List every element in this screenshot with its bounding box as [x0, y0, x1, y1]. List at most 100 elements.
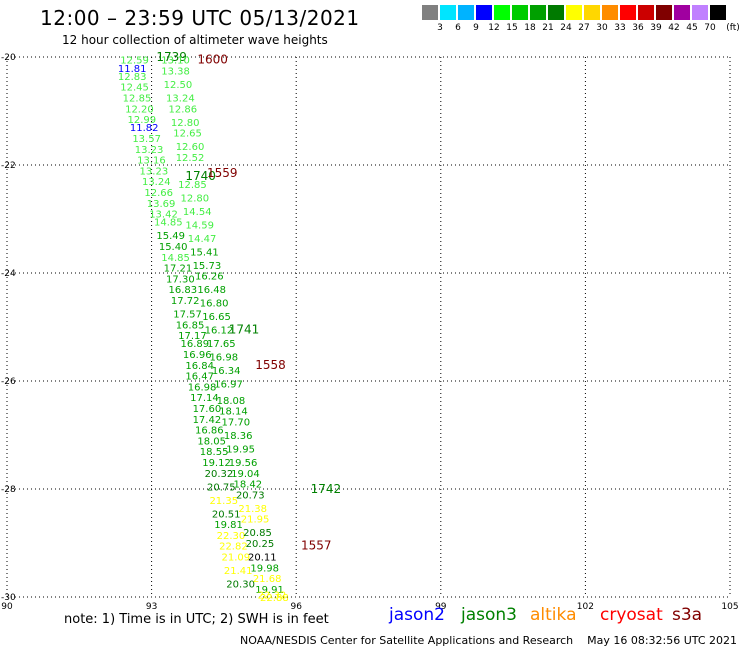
wave-height-point: 16.12	[205, 326, 234, 337]
wave-height-point: 20.85	[243, 528, 272, 539]
wave-height-point: 13.23	[140, 166, 169, 177]
lat-tick-label: -24	[1, 269, 16, 279]
wave-height-point: 12.80	[171, 118, 200, 129]
wave-height-point: 16.98	[209, 353, 238, 364]
scale-tick-label: 39	[650, 23, 662, 33]
scale-tick-label: 6	[455, 23, 461, 33]
wave-height-point: 21.41	[224, 566, 253, 577]
scale-tick-label: 30	[596, 23, 608, 33]
scale-tick-label: 21	[542, 23, 554, 33]
legend-item-cryosat: cryosat	[600, 605, 663, 625]
lat-tick-label: -22	[1, 161, 16, 171]
wave-height-point: 19.81	[214, 520, 243, 531]
wave-height-point: 15.73	[193, 261, 222, 272]
scale-tick-label: 33	[614, 23, 626, 33]
scale-swatch	[584, 5, 600, 20]
wave-height-point: 21.38	[238, 504, 267, 515]
wave-height-point: 19.56	[229, 458, 258, 469]
page-subtitle: 12 hour collection of altimeter wave hei…	[62, 33, 328, 47]
scale-tick-label: 12	[488, 23, 500, 33]
pass-time-label: 1742	[311, 482, 342, 496]
footnote: note: 1) Time is in UTC; 2) SWH is in fe…	[64, 612, 329, 627]
pass-time-label: 1739	[156, 50, 187, 64]
wave-height-point: 14.47	[188, 234, 217, 245]
wave-height-point: 13.23	[135, 145, 164, 156]
wave-height-point: 13.24	[166, 94, 195, 105]
wave-height-point: 16.97	[214, 380, 243, 391]
wave-height-point: 12.85	[123, 94, 152, 105]
lat-tick-label: -28	[1, 485, 16, 495]
wave-height-point: 16.65	[202, 312, 231, 323]
scale-swatch	[548, 5, 564, 20]
scale-swatch	[440, 5, 456, 20]
scale-swatch	[710, 5, 726, 20]
wave-height-point: 12.60	[176, 142, 205, 153]
wave-height-point: 16.48	[197, 285, 226, 296]
wave-height-point: 20.11	[248, 553, 277, 564]
pass-time-label: 1741	[229, 323, 260, 337]
wave-height-point: 20.75	[207, 482, 236, 493]
wave-height-point: 13.10	[161, 56, 190, 67]
lon-tick-label: 96	[290, 602, 302, 612]
wave-height-point: 15.49	[156, 231, 185, 242]
wave-height-point: 16.85	[176, 320, 205, 331]
wave-height-point: 16.86	[195, 426, 224, 437]
wave-height-point: 18.14	[219, 407, 248, 418]
wave-height-point: 20.30	[226, 580, 255, 591]
scale-tick-label: 70	[704, 23, 716, 33]
lat-tick-label: -20	[1, 53, 16, 63]
scale-swatch	[602, 5, 618, 20]
wave-height-point: 11.82	[130, 123, 159, 134]
wave-height-point: 17.30	[166, 274, 195, 285]
pass-time-label: 1600	[197, 53, 228, 67]
scale-tick-label: 18	[524, 23, 536, 33]
scale-swatch	[512, 5, 528, 20]
scale-swatch	[656, 5, 672, 20]
wave-height-point: 22.88	[260, 593, 289, 604]
wave-height-point: 19.04	[231, 469, 260, 480]
wave-height-point: 12.50	[164, 80, 193, 91]
lon-tick-label: 93	[146, 602, 157, 612]
scale-tick-label: 27	[578, 23, 590, 33]
wave-height-point: 19.98	[250, 563, 279, 574]
wave-height-point: 22.32	[258, 590, 287, 601]
scale-swatch	[566, 5, 582, 20]
scale-swatch	[476, 5, 492, 20]
wave-height-point: 19.12	[202, 458, 231, 469]
wave-height-point: 20.25	[246, 539, 275, 550]
wave-height-point: 20.51	[212, 509, 241, 520]
wave-height-point: 12.45	[120, 83, 149, 94]
wave-height-point: 21.09	[221, 553, 250, 564]
wave-height-point: 12.66	[144, 188, 173, 199]
wave-height-point: 16.34	[212, 366, 241, 377]
wave-height-point: 12.85	[178, 180, 207, 191]
wave-height-point: 21.95	[241, 515, 270, 526]
legend-item-altika: altika	[530, 605, 577, 625]
wave-height-point: 17.72	[171, 296, 200, 307]
wave-height-point: 16.96	[183, 350, 212, 361]
wave-height-point: 13.57	[132, 134, 161, 145]
scale-tick-label: 9	[473, 23, 479, 33]
wave-height-point: 12.20	[125, 104, 154, 115]
wave-height-point: 15.41	[190, 247, 219, 258]
lon-tick-label: 102	[577, 602, 594, 612]
wave-height-point: 18.08	[217, 396, 246, 407]
scale-swatch	[674, 5, 690, 20]
wave-height-point: 16.83	[168, 285, 197, 296]
page-title: 12:00 – 23:59 UTC 05/13/2021	[40, 6, 360, 30]
wave-height-point: 17.60	[193, 404, 222, 415]
wave-height-point: 16.80	[200, 299, 229, 310]
wave-height-point: 22.30	[217, 531, 246, 542]
wave-height-point: 22.82	[219, 542, 248, 553]
wave-height-point: 17.65	[207, 339, 236, 350]
wave-height-point: 14.59	[185, 220, 214, 231]
scale-swatch	[494, 5, 510, 20]
scale-swatch	[458, 5, 474, 20]
scale-tick-label: 36	[632, 23, 644, 33]
wave-height-point: 12.65	[173, 129, 202, 140]
wave-height-point: 17.17	[178, 331, 207, 342]
wave-height-point: 13.69	[147, 199, 176, 210]
wave-height-point: 15.40	[159, 242, 188, 253]
wave-height-point: 20.73	[236, 490, 265, 501]
wave-height-point: 12.99	[128, 115, 157, 126]
